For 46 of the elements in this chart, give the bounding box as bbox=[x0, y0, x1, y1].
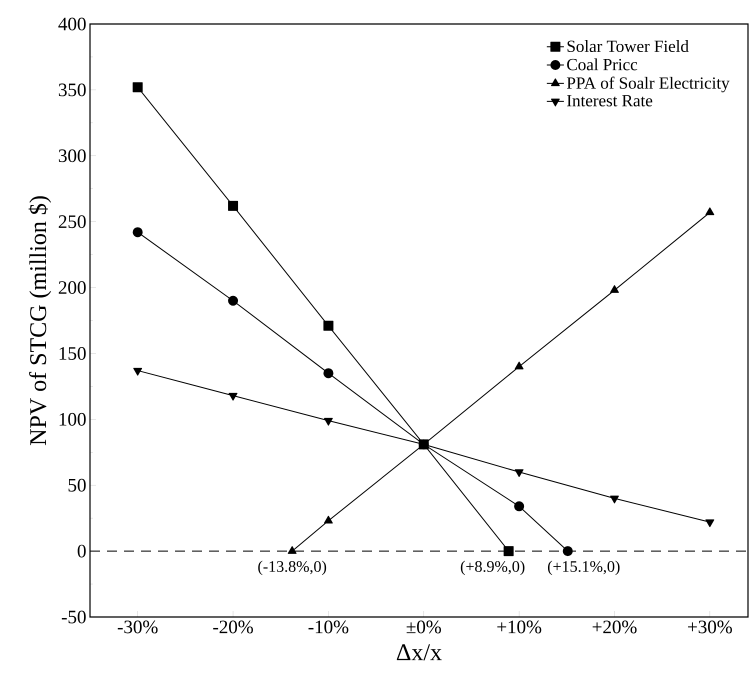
annotation: (+15.1%,0) bbox=[548, 560, 620, 576]
point bbox=[228, 200, 238, 211]
x-axis-title: Δx/x bbox=[396, 644, 442, 660]
y-tick-label: 300 bbox=[58, 149, 86, 162]
y-tick-label: 250 bbox=[58, 215, 86, 228]
annotation: (-13.8%,0) bbox=[258, 560, 326, 576]
legend-label: Interest Rate bbox=[567, 95, 652, 106]
point bbox=[610, 285, 619, 293]
point bbox=[514, 362, 524, 370]
point bbox=[705, 207, 714, 216]
point bbox=[228, 296, 238, 306]
y-tick-label: -50 bbox=[62, 610, 86, 624]
point bbox=[610, 496, 619, 504]
y-tick-label: 200 bbox=[58, 281, 86, 294]
legend-label: Solar Tower Field bbox=[568, 40, 689, 52]
y-tick-label: 100 bbox=[60, 412, 86, 426]
point bbox=[324, 418, 333, 426]
x-tick-label: +20% bbox=[592, 620, 637, 634]
x-tick-label: -30% bbox=[118, 620, 158, 634]
legend-label: Coal Pricc bbox=[567, 58, 638, 70]
point bbox=[288, 546, 297, 554]
point bbox=[323, 320, 334, 331]
y-tick-label: 50 bbox=[68, 478, 86, 492]
x-tick-label: +30% bbox=[688, 620, 732, 634]
point bbox=[132, 82, 143, 92]
x-tick-label: -20% bbox=[213, 620, 253, 634]
point bbox=[514, 469, 524, 478]
x-tick-label: +10% bbox=[497, 620, 542, 634]
point bbox=[133, 368, 142, 376]
point bbox=[324, 516, 333, 524]
y-axis-title: NPV of STCG (million $) bbox=[28, 196, 52, 446]
point bbox=[705, 519, 714, 528]
point bbox=[323, 368, 334, 378]
x-tick-label: -10% bbox=[308, 620, 348, 634]
x-tick-label: ±0% bbox=[406, 620, 441, 634]
y-tick-label: 0 bbox=[78, 544, 86, 558]
y-tick-label: 150 bbox=[60, 347, 86, 360]
point bbox=[562, 546, 573, 556]
point bbox=[228, 392, 238, 401]
point bbox=[514, 501, 524, 512]
point bbox=[504, 546, 514, 556]
legend-label: PPA of Soalr Electricity bbox=[566, 76, 730, 92]
y-tick-label: 400 bbox=[58, 18, 86, 30]
point bbox=[132, 227, 143, 238]
annotation: (+8.9%,0) bbox=[460, 560, 524, 576]
y-tick-label: 350 bbox=[58, 83, 86, 96]
